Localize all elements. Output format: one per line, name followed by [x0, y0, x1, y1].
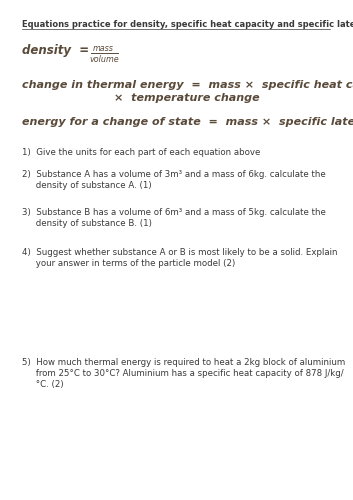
Text: Equations practice for density, specific heat capacity and specific latent heat: Equations practice for density, specific… — [22, 20, 353, 29]
Text: 4)  Suggest whether substance A or B is most likely to be a solid. Explain: 4) Suggest whether substance A or B is m… — [22, 248, 337, 257]
Text: mass: mass — [93, 44, 114, 53]
Text: your answer in terms of the particle model (2): your answer in terms of the particle mod… — [22, 259, 235, 268]
Text: 1)  Give the units for each part of each equation above: 1) Give the units for each part of each … — [22, 148, 261, 157]
Text: ×  temperature change: × temperature change — [114, 93, 259, 103]
Text: change in thermal energy  =  mass ×  specific heat capacity: change in thermal energy = mass × specif… — [22, 80, 353, 90]
Text: density of substance A. (1): density of substance A. (1) — [22, 181, 152, 190]
Text: 3)  Substance B has a volume of 6m³ and a mass of 5kg. calculate the: 3) Substance B has a volume of 6m³ and a… — [22, 208, 326, 217]
Text: energy for a change of state  =  mass ×  specific latent heat: energy for a change of state = mass × sp… — [22, 117, 353, 127]
Text: volume: volume — [89, 55, 119, 64]
Text: density of substance B. (1): density of substance B. (1) — [22, 219, 152, 228]
Text: from 25°C to 30°C? Aluminium has a specific heat capacity of 878 J/kg/: from 25°C to 30°C? Aluminium has a speci… — [22, 369, 343, 378]
Text: 5)  How much thermal energy is required to heat a 2kg block of aluminium: 5) How much thermal energy is required t… — [22, 358, 345, 367]
Text: 2)  Substance A has a volume of 3m³ and a mass of 6kg. calculate the: 2) Substance A has a volume of 3m³ and a… — [22, 170, 326, 179]
Text: density  =: density = — [22, 44, 93, 57]
Text: °C. (2): °C. (2) — [22, 380, 64, 389]
